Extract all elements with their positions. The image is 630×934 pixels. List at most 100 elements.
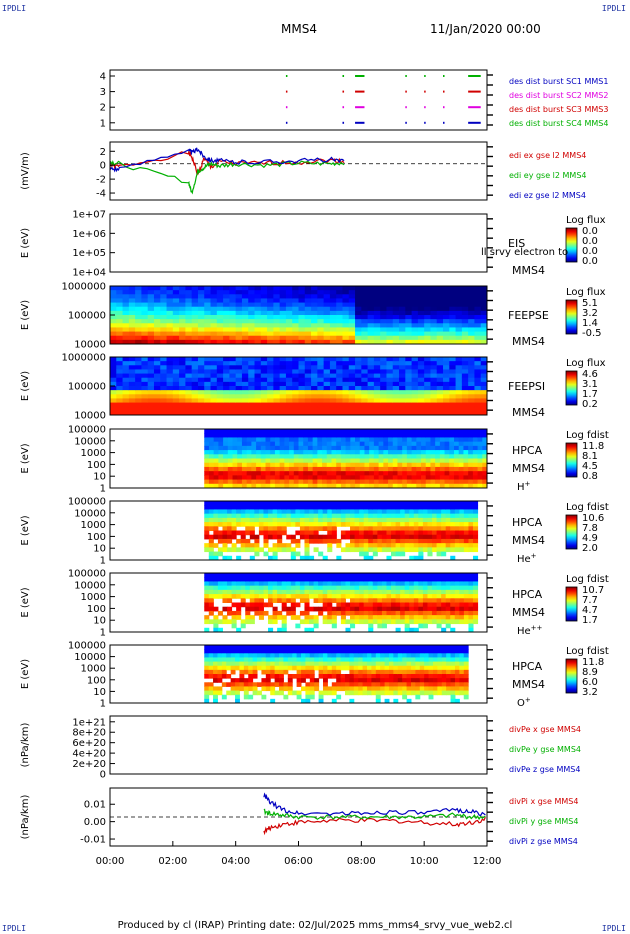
y-tick-label: 10 [93,544,106,555]
colorbar-tick-label: 4.6 [582,369,598,380]
instrument-label: HPCA [512,588,543,601]
colorbar-tick-label: 3.1 [582,379,598,390]
y-tick-label: 0 [100,161,106,172]
corner-label-top-left: IPDLI [2,4,27,13]
colorbar [565,227,578,263]
spacecraft-label: MMS4 [512,534,545,547]
panel-divpi [109,787,493,847]
y-tick-label: 2 [100,103,106,114]
panel-hpca_he [109,500,578,561]
y-tick-label: 100000 [68,641,106,652]
y-tick-label: 100000 [68,311,106,322]
colorbar-title: Log flux [566,287,606,298]
colorbar-tick-label: 7.7 [582,595,598,606]
panel-burst [109,69,493,131]
y-tick-label: 1 [100,484,106,495]
colorbar-tick-label: 4.5 [582,461,598,472]
y-axis-label: E (eV) [20,587,31,617]
colorbar [565,586,578,622]
y-tick-label: 2e+20 [72,759,106,770]
y-axis-label: E (eV) [20,300,31,330]
y-tick-label: 1e+04 [72,268,106,279]
corner-label-bottom-left: IPDLI [2,924,27,933]
species-label: He++ [517,624,543,637]
series-x [263,816,486,836]
y-tick-label: 1000000 [61,282,106,293]
panel-feepsi [109,356,578,416]
burst-marker [285,75,288,77]
burst-marker [468,75,481,77]
colorbar-tick-label: 5.1 [582,298,598,309]
burst-marker [355,121,365,124]
y-tick-label: 4e+20 [72,749,106,760]
colorbar-tick-label: -0.5 [582,328,602,339]
y-tick-label: 1000 [81,448,106,459]
y-tick-label: 10000 [74,580,106,591]
burst-marker [468,121,481,124]
legend-entry: divPe y gse MMS4 [509,745,581,754]
colorbar [565,442,578,478]
legend-entry: edi ex gse l2 MMS4 [509,151,586,160]
legend-entry: divPe z gse MMS4 [509,765,580,774]
colorbar-tick-label: 1.4 [582,318,598,329]
y-axis-label: E (eV) [20,659,31,689]
legend-entry: edi ey gse l2 MMS4 [509,171,587,180]
y-axis-label: E (eV) [20,228,31,258]
x-tick-label: 08:00 [347,856,376,867]
colorbar-tick-label: 7.8 [582,523,598,534]
burst-marker [355,106,365,109]
colorbar-tick-label: 2.0 [582,543,598,554]
burst-marker [285,121,288,124]
burst-marker [443,75,445,77]
burst-marker [443,106,445,109]
y-tick-label: 0 [100,770,106,781]
colorbar [565,514,578,550]
y-tick-label: -0.01 [80,835,106,846]
colorbar-title: Log flux [566,358,606,369]
y-axis-label: (nPa/km) [20,795,31,840]
x-tick-label: 06:00 [284,856,313,867]
y-axis-label: (mV/m) [20,152,31,190]
burst-marker [443,90,445,93]
legend-entry: des dist burst SC1 MMS1 [509,77,608,86]
burst-marker [424,106,426,109]
y-axis-label: (nPa/km) [20,723,31,768]
colorbar-title: Log fdist [566,430,609,441]
legend-entry: divPi y gse MMS4 [509,817,578,826]
colorbar-tick-label: 8.1 [582,451,598,462]
panel-eis [109,213,578,273]
colorbar-tick-label: 0.0 [582,246,598,257]
spacecraft-label: MMS4 [512,264,545,277]
x-tick-label: 12:00 [473,856,502,867]
burst-marker [405,90,407,93]
panel-hpca_hepp [109,572,578,633]
corner-label-top-right: IPDLI [601,4,626,13]
footer-credit: Produced by cl (IRAP) Printing date: 02/… [117,920,513,931]
colorbar-tick-label: 11.8 [582,441,604,452]
y-tick-label: 100 [87,604,106,615]
y-tick-label: 1000 [81,592,106,603]
y-axis-label: E (eV) [20,443,31,473]
instrument-label: HPCA [512,660,543,673]
y-tick-label: 1e+07 [72,210,106,221]
y-tick-label: 10000 [74,508,106,519]
instrument-label: HPCA [512,444,543,457]
y-tick-label: 100 [87,675,106,686]
colorbar-tick-label: 1.7 [582,389,598,400]
y-tick-label: 10 [93,472,106,483]
burst-marker [424,121,426,124]
y-tick-label: 0.01 [84,800,106,811]
burst-marker [355,90,365,93]
burst-marker [424,90,426,93]
panel-feepse [109,285,578,345]
burst-marker [285,106,288,109]
panel-frame [109,572,488,633]
colorbar-tick-label: 0.8 [582,471,598,482]
series-z [109,147,345,173]
legend-entry: divPi z gse MMS4 [509,837,578,846]
y-tick-label: 0.00 [84,817,106,828]
y-tick-label: 10 [93,616,106,627]
spacecraft-label: MMS4 [512,678,545,691]
colorbar-tick-label: 6.0 [582,677,598,688]
spacecraft-label: MMS4 [512,335,545,348]
